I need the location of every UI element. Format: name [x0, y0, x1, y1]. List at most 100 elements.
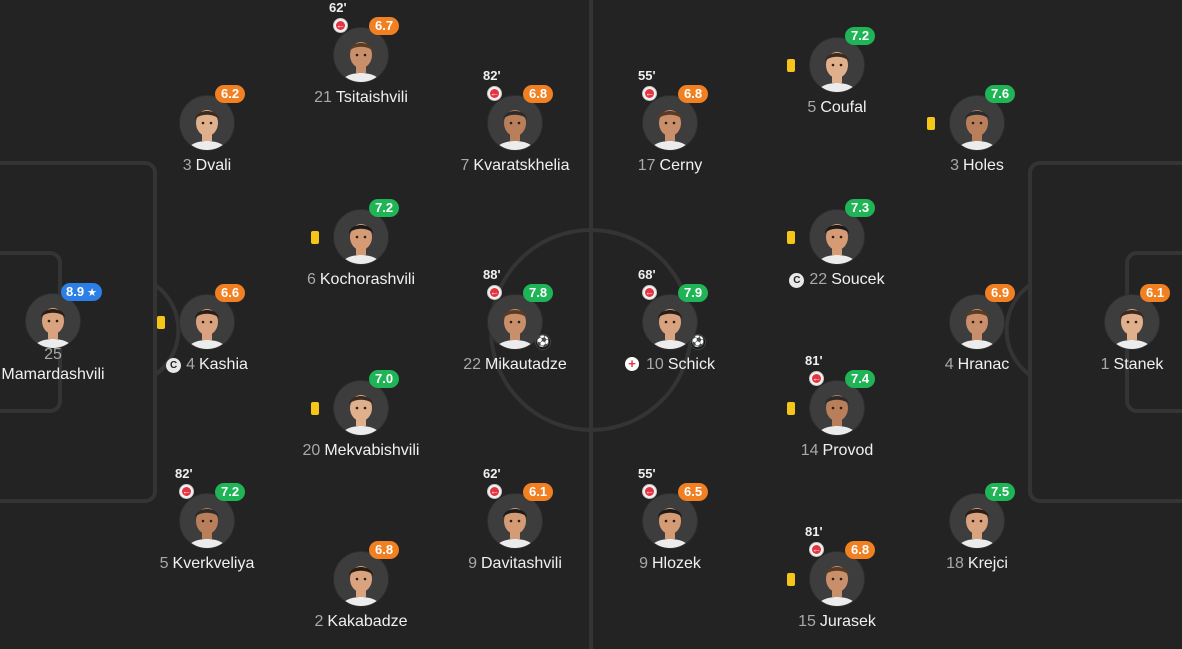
yellow-card-icon	[787, 231, 795, 244]
rating-value: 7.2	[851, 28, 870, 43]
player-name[interactable]: 3 Dvali	[97, 157, 317, 175]
rating-value: 7.9	[684, 285, 703, 300]
player-number: 5	[807, 99, 817, 116]
player-name[interactable]: 22 Mikautadze	[405, 356, 625, 374]
player-name[interactable]: 17 Cerny	[560, 157, 780, 175]
player-name[interactable]: 9 Hlozek	[560, 555, 780, 573]
player-kakabadze[interactable]: 6.8 2 Kakabadze	[281, 526, 441, 646]
player-rating: 6.5	[678, 483, 709, 501]
player-krejci[interactable]: 7.5 18 Krejci	[897, 468, 1057, 588]
player-avatar[interactable]	[334, 28, 388, 82]
player-avatar[interactable]	[810, 381, 864, 435]
rating-value: 6.8	[529, 86, 548, 101]
yellow-card-icon	[787, 59, 795, 72]
player-rating: 6.8	[678, 85, 709, 103]
player-name[interactable]: 18 Krejci	[867, 555, 1087, 573]
player-name[interactable]: C 4 Kashia	[97, 356, 317, 374]
player-name[interactable]: 5 Kverkveliya	[97, 555, 317, 573]
player-name[interactable]: 14 Provod	[727, 442, 947, 460]
substitution-off-icon	[487, 484, 502, 499]
player-surname: Davitashvili	[480, 555, 562, 572]
player-surname: Kverkveliya	[172, 555, 255, 572]
player-hranac[interactable]: 6.9 4 Hranac	[897, 269, 1057, 389]
player-avatar[interactable]	[810, 38, 864, 92]
player-name[interactable]: 7 Kvaratskhelia	[405, 157, 625, 175]
player-name[interactable]: +10 Schick	[560, 356, 780, 374]
star-icon: ★	[87, 287, 97, 299]
player-name[interactable]: 2 Kakabadze	[251, 613, 471, 631]
player-rating: 6.8	[369, 541, 400, 559]
player-rating: 7.2	[369, 199, 400, 217]
player-avatar[interactable]	[488, 295, 542, 349]
player-name[interactable]: 6 Kochorashvili	[251, 271, 471, 289]
substitution-time: 62'	[329, 0, 347, 15]
player-surname: Krejci	[967, 555, 1008, 572]
player-avatar[interactable]	[950, 494, 1004, 548]
player-kochorashvili[interactable]: 7.2 6 Kochorashvili	[281, 184, 441, 304]
player-holes[interactable]: 7.6 3 Holes	[897, 70, 1057, 190]
player-avatar[interactable]	[810, 210, 864, 264]
substitution-off-icon	[487, 86, 502, 101]
player-rating: 6.1	[523, 483, 554, 501]
substitution-time: 81'	[805, 353, 823, 368]
rating-value: 7.4	[851, 371, 870, 386]
player-stanek[interactable]: 6.1 1 Stanek	[1052, 269, 1182, 389]
player-avatar[interactable]	[810, 552, 864, 606]
player-rating: 7.4	[845, 370, 876, 388]
player-avatar[interactable]	[180, 295, 234, 349]
player-name[interactable]: 25 Mamardashvili	[0, 345, 163, 385]
rating-value: 6.5	[684, 484, 703, 499]
player-number: 9	[468, 555, 477, 572]
player-soucek[interactable]: 7.3 C 22 Soucek	[757, 184, 917, 304]
rating-value: 7.2	[221, 484, 240, 499]
substitution-time: 82'	[483, 68, 501, 83]
player-avatar[interactable]	[643, 96, 697, 150]
substitution-time: 62'	[483, 466, 501, 481]
player-name[interactable]: 5 Coufal	[727, 99, 947, 117]
player-surname: Mikautadze	[484, 356, 567, 373]
player-name[interactable]: 15 Jurasek	[727, 613, 947, 631]
player-dvali[interactable]: 6.2 3 Dvali	[127, 70, 287, 190]
player-surname: Coufal	[820, 99, 867, 116]
yellow-card-icon	[927, 117, 935, 130]
player-avatar[interactable]	[334, 552, 388, 606]
player-surname: Stanek	[1113, 356, 1164, 373]
player-mamardashvili[interactable]: 8.9 ★ 25 Mamardashvili	[0, 268, 133, 388]
player-name[interactable]: C 22 Soucek	[727, 271, 947, 289]
player-avatar[interactable]	[180, 96, 234, 150]
player-avatar[interactable]	[334, 210, 388, 264]
player-avatar[interactable]	[1105, 295, 1159, 349]
player-name[interactable]: 21 Tsitaishvili	[251, 89, 471, 107]
player-avatar[interactable]	[334, 381, 388, 435]
player-rating: 7.9	[678, 284, 709, 302]
player-avatar[interactable]	[180, 494, 234, 548]
player-avatar[interactable]	[26, 294, 80, 348]
player-name[interactable]: 1 Stanek	[1022, 356, 1182, 374]
player-mekvabishvili[interactable]: 7.0 20 Mekvabishvili	[281, 355, 441, 475]
player-kashia[interactable]: 6.6 C 4 Kashia	[127, 269, 287, 389]
player-coufal[interactable]: 7.2 5 Coufal	[757, 12, 917, 132]
player-avatar[interactable]	[643, 295, 697, 349]
player-number: 5	[159, 555, 169, 572]
player-name[interactable]: 20 Mekvabishvili	[251, 442, 471, 460]
player-name[interactable]: 3 Holes	[867, 157, 1087, 175]
player-avatar[interactable]	[488, 494, 542, 548]
player-avatar[interactable]	[950, 96, 1004, 150]
player-avatar[interactable]	[950, 295, 1004, 349]
player-avatar[interactable]	[643, 494, 697, 548]
substitution-off-icon	[642, 285, 657, 300]
player-avatar[interactable]	[488, 96, 542, 150]
player-name[interactable]: 4 Hranac	[867, 356, 1087, 374]
player-rating: 6.8	[845, 541, 876, 559]
player-name[interactable]: 9 Davitashvili	[405, 555, 625, 573]
